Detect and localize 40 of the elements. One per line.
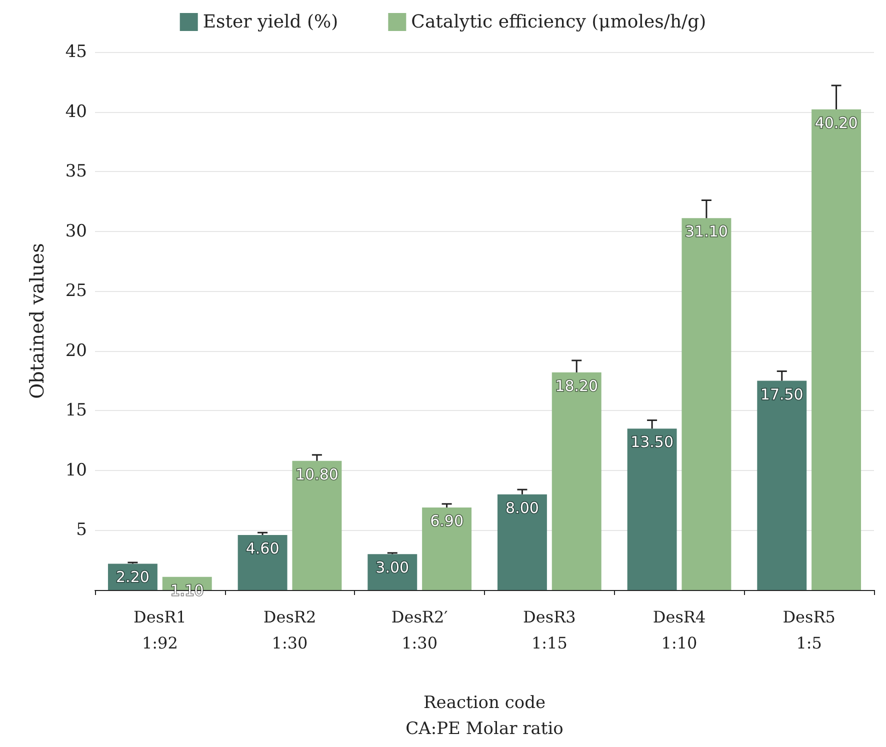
x-tick-label: DesR1 1:92 (134, 608, 186, 652)
x-tick-label: DesR2′ 1:30 (391, 608, 448, 652)
data-label: 1.10 (170, 581, 204, 600)
bar (238, 535, 288, 590)
y-tick-label: 15 (65, 400, 87, 421)
y-tick-label: 5 (76, 520, 87, 540)
bar (552, 372, 602, 590)
data-label: 4.60 (246, 540, 280, 558)
legend-label: Catalytic efficiency (μmoles/h/g) (411, 12, 706, 32)
data-label: 10.80 (295, 465, 338, 484)
data-label: 17.50 (760, 385, 804, 404)
legend-label: Ester yield (%) (202, 12, 338, 32)
bar (757, 380, 807, 590)
x-tick-label: DesR4 1:10 (652, 608, 706, 652)
data-label: 18.20 (555, 376, 598, 395)
data-label: 3.00 (376, 558, 410, 577)
x-axis-title: Reaction code CA:PE Molar ratio (406, 693, 564, 739)
x-tick-label: DesR5 1:5 (782, 608, 836, 652)
bar (422, 508, 472, 590)
y-tick-label: 35 (65, 162, 87, 182)
data-label: 40.20 (814, 114, 858, 132)
y-tick-label: 10 (65, 460, 87, 480)
bar (682, 218, 732, 590)
bar (292, 460, 342, 590)
data-label: 6.90 (430, 512, 464, 530)
bar (812, 109, 862, 590)
x-tick-label: DesR2 1:30 (263, 608, 316, 652)
bar (497, 494, 547, 590)
bar (627, 428, 677, 590)
y-tick-label: 40 (65, 102, 87, 122)
y-tick-label: 20 (65, 340, 87, 361)
y-axis-title: Obtained values (26, 243, 48, 399)
x-tick-label: DesR3 1:15 (523, 608, 576, 652)
y-tick-label: 30 (65, 221, 87, 242)
data-label: 8.00 (506, 498, 539, 517)
data-label: 31.10 (684, 222, 728, 241)
data-label: 13.50 (630, 433, 674, 452)
data-label: 2.20 (116, 568, 150, 586)
y-tick-label: 25 (65, 281, 87, 302)
y-tick-label: 45 (65, 42, 87, 62)
